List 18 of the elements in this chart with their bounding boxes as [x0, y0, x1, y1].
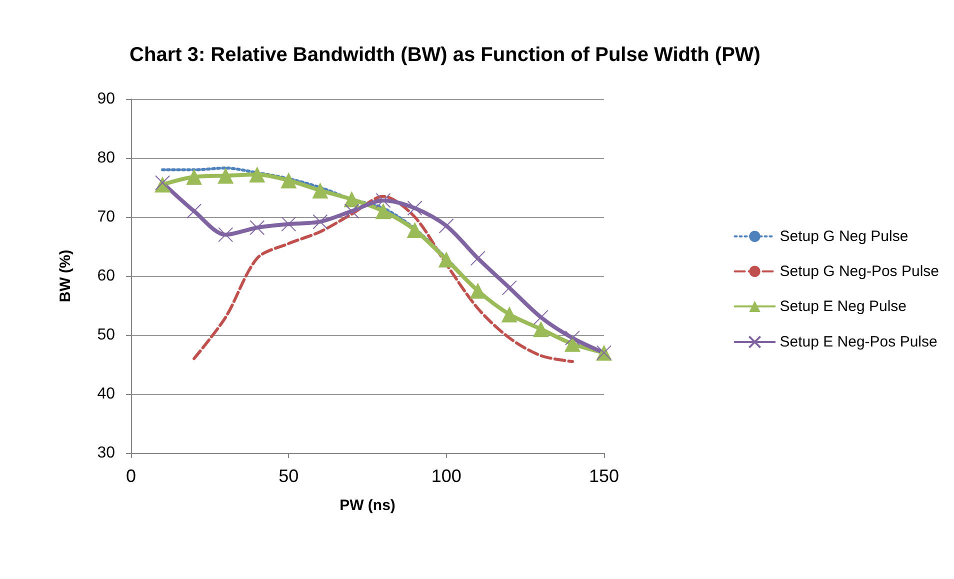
- y-tick-label: 60: [97, 268, 116, 284]
- x-tick-label: 0: [126, 466, 136, 486]
- y-tick-label: 70: [97, 208, 116, 226]
- y-tick-label: 90: [97, 90, 116, 108]
- legend-label: Setup G Neg-Pos Pulse: [780, 262, 940, 280]
- y-tick-label: 30: [97, 444, 116, 462]
- chart-title: Chart 3: Relative Bandwidth (BW) as Function of Pulse Width (PW): [130, 44, 760, 66]
- y-tick-label: 80: [97, 150, 116, 166]
- y-tick-label: 50: [97, 326, 116, 344]
- y-axis-title: BW (%): [57, 250, 74, 302]
- y-tick-label: 40: [97, 386, 116, 402]
- x-tick-label: 50: [278, 466, 299, 486]
- x-tick-label: 100: [431, 466, 462, 486]
- legend-label: Setup G Neg Pulse: [780, 228, 908, 245]
- legend-label: Setup E Neg Pulse: [780, 298, 906, 315]
- x-tick-label: 150: [588, 466, 620, 486]
- x-axis-title: PW (ns): [340, 497, 396, 514]
- legend-label: Setup E Neg-Pos Pulse: [780, 334, 938, 350]
